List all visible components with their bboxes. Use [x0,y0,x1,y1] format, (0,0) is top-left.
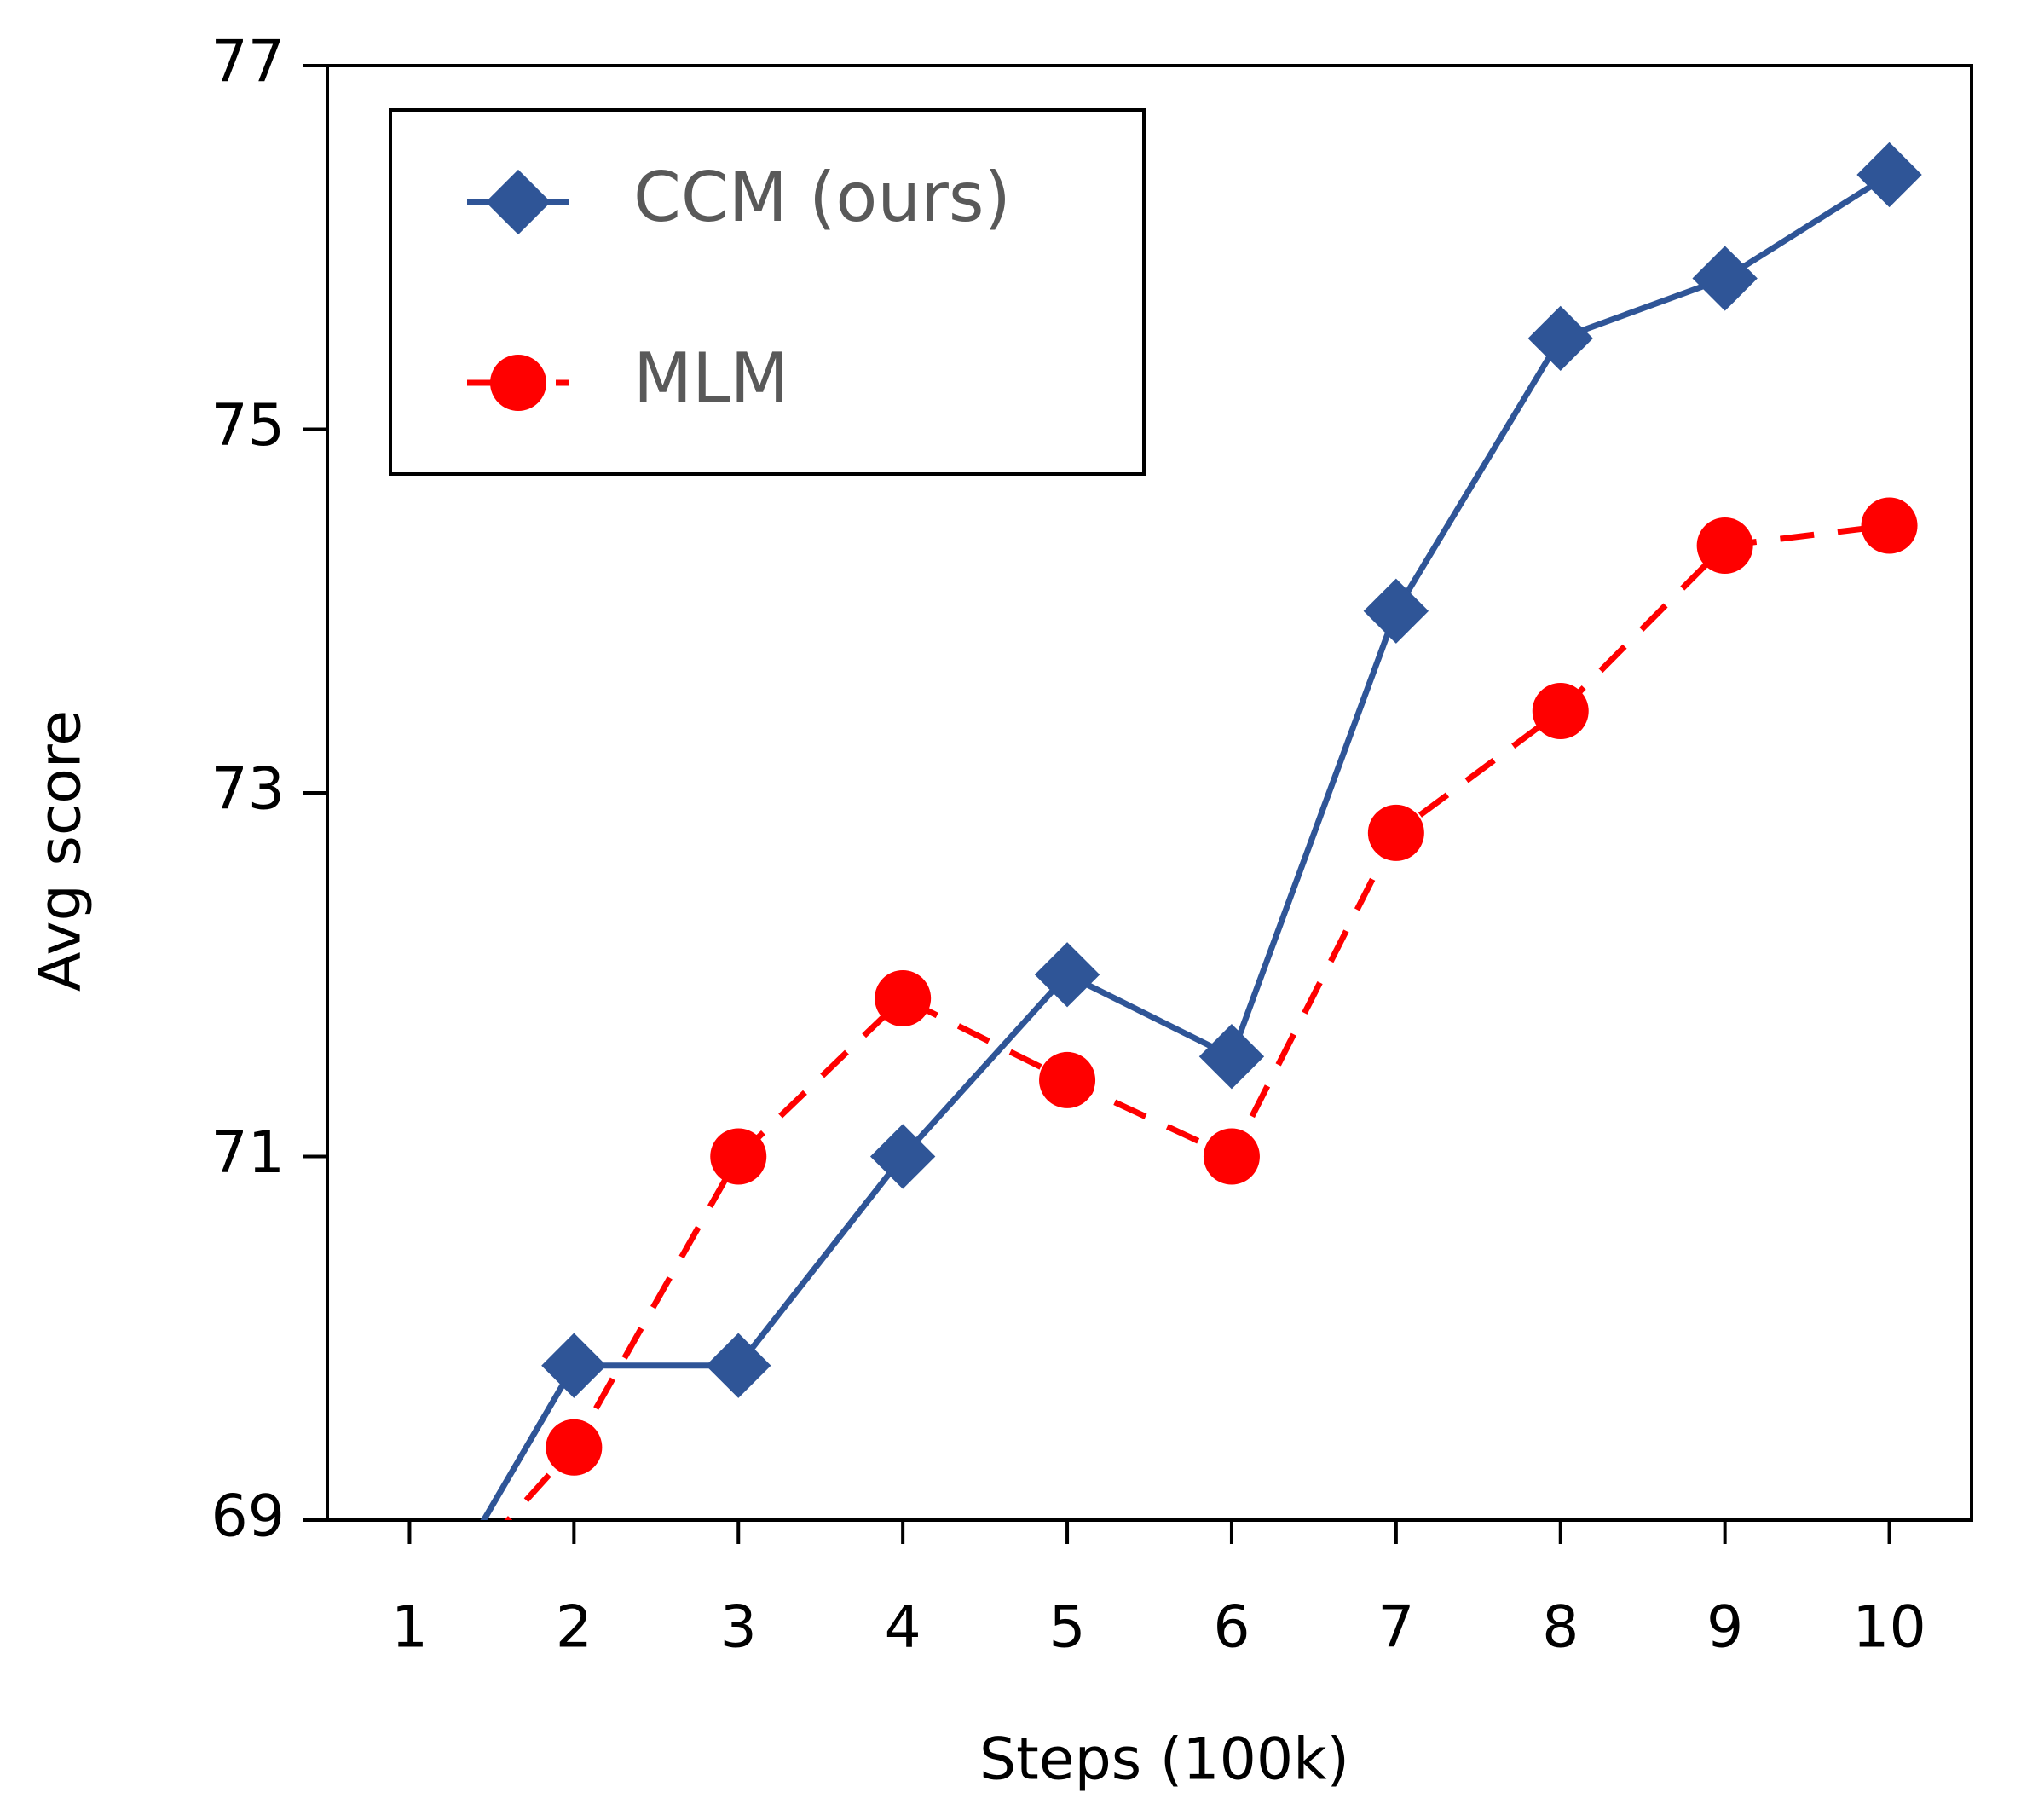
legend-marker [490,355,546,411]
series-line [504,523,1890,1520]
y-tick-label: 75 [211,392,285,460]
y-tick-label: 69 [211,1483,285,1551]
data-point [875,969,932,1026]
y-tick-label: 73 [211,756,285,824]
x-tick-label: 9 [1706,1594,1743,1662]
data-point [1532,683,1589,740]
x-tick-label: 8 [1542,1594,1579,1662]
data-point [1856,142,1922,208]
data-point [869,1124,936,1189]
x-tick-label: 4 [885,1594,921,1662]
data-point [1039,1051,1096,1108]
data-point [1367,804,1424,861]
x-tick-label: 1 [391,1594,428,1662]
y-axis-label: Avg score [27,710,95,992]
data-point [1034,942,1100,1008]
y-tick-label: 71 [211,1119,285,1187]
data-point [541,1333,607,1398]
data-point [1527,305,1593,372]
data-point [706,1333,771,1398]
x-tick-label: 5 [1048,1594,1085,1662]
data-point [1861,497,1918,554]
x-axis-label: Steps (100k) [979,1726,1349,1794]
data-point [546,1419,603,1476]
plot-area [480,142,1922,1520]
data-point [1363,578,1429,644]
y-tick-label: 77 [211,29,285,96]
x-tick-label: 3 [720,1594,757,1662]
data-point [1198,1024,1265,1090]
x-tick-label: 10 [1852,1594,1926,1662]
x-tick-label: 7 [1377,1594,1414,1662]
data-point [1692,246,1758,311]
legend-label: CCM (ours) [633,158,1011,237]
legend-label: MLM [633,338,789,418]
x-tick-label: 6 [1213,1594,1250,1662]
legend-marker [485,169,551,235]
data-point [710,1128,767,1185]
x-tick-label: 2 [556,1594,592,1662]
data-point [1696,517,1753,574]
legend-box [389,108,1146,476]
data-point [1203,1128,1260,1185]
series-line [480,171,1891,1520]
